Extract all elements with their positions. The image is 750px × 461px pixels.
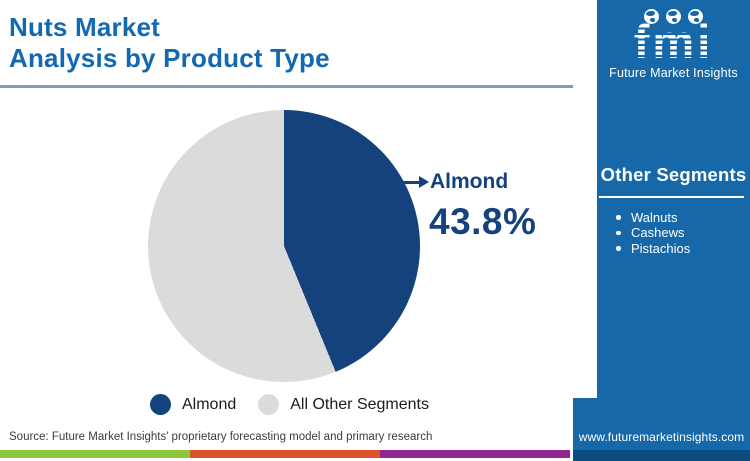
other-segments-list: Walnuts Cashews Pistachios xyxy=(597,210,750,257)
page-title: Nuts Market Analysis by Product Type xyxy=(9,12,330,74)
strip-orange xyxy=(190,450,380,458)
legend-item-other-segments: All Other Segments xyxy=(258,394,429,415)
legend-dot-other-segments xyxy=(258,394,280,415)
fmi-logo: fmi Future Market Insights xyxy=(597,9,750,80)
globe-americas-icon xyxy=(644,9,659,24)
bottom-color-strip xyxy=(0,450,570,458)
source-note: Source: Future Market Insights’ propriet… xyxy=(9,431,433,443)
strip-green xyxy=(0,450,190,458)
callout-arrow-icon xyxy=(390,181,420,184)
pie-chart xyxy=(148,110,420,382)
page-title-line1: Nuts Market xyxy=(9,12,161,42)
other-segments-heading: Other Segments xyxy=(600,163,747,185)
main-panel: Nuts Market Analysis by Product Type Alm… xyxy=(0,12,573,458)
list-item-pistachios: Pistachios xyxy=(609,241,750,257)
legend-item-almond: Almond xyxy=(150,394,236,415)
legend-label-other-segments: All Other Segments xyxy=(290,395,429,413)
legend-label-almond: Almond xyxy=(182,395,237,413)
globe-europe-icon xyxy=(666,9,681,24)
callout-arrowhead-icon xyxy=(419,176,429,188)
logo-text-wrap: fmi xyxy=(633,15,714,68)
logo-text: fmi xyxy=(633,15,714,68)
logo-subtext: Future Market Insights xyxy=(609,65,738,80)
title-divider xyxy=(0,85,573,88)
other-segments-divider xyxy=(599,195,744,198)
page-title-line2: Analysis by Product Type xyxy=(9,43,330,73)
list-item-walnuts: Walnuts xyxy=(609,210,750,226)
callout-value: 43.8% xyxy=(429,201,537,242)
logo-globes xyxy=(597,9,750,24)
legend-dot-almond xyxy=(150,394,171,415)
legend: Almond All Other Segments xyxy=(150,394,429,415)
website-url: www.futuremarketinsights.com xyxy=(578,430,745,444)
sidebar-footer-main: www.futuremarketinsights.com xyxy=(573,398,750,450)
sidebar: fmi Future Market Insights Other Segment… xyxy=(597,0,750,461)
sidebar-footer: www.futuremarketinsights.com xyxy=(573,398,750,461)
sidebar-footer-strip xyxy=(573,450,750,461)
strip-purple xyxy=(380,450,570,458)
callout-label: Almond xyxy=(430,170,509,193)
globe-asia-icon xyxy=(688,9,703,24)
list-item-cashews: Cashews xyxy=(609,225,750,241)
